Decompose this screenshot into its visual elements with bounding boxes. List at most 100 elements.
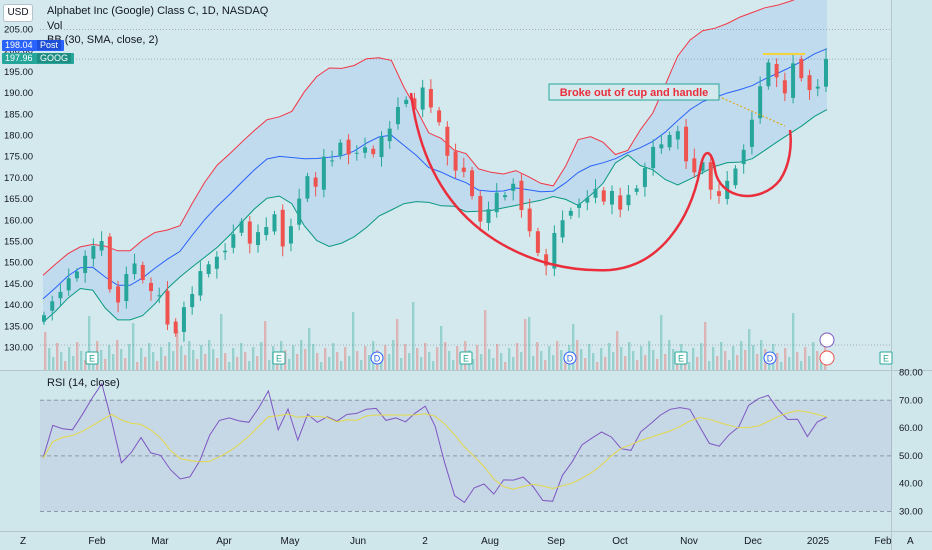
candle bbox=[642, 162, 647, 197]
rsi-tick-label: 40.00 bbox=[899, 479, 923, 490]
volume-bar bbox=[252, 347, 255, 370]
volume-bar bbox=[416, 348, 419, 370]
volume-bar bbox=[512, 357, 515, 370]
volume-bar bbox=[740, 341, 743, 370]
candle-body bbox=[149, 282, 154, 292]
volume-bar bbox=[756, 354, 759, 370]
candle bbox=[535, 227, 540, 257]
volume-bar bbox=[300, 340, 303, 370]
event-marker-label: D bbox=[567, 354, 574, 364]
candle bbox=[173, 318, 178, 337]
candle bbox=[774, 58, 779, 88]
candle-body bbox=[428, 88, 433, 108]
volume-bar bbox=[604, 357, 607, 370]
candle-body bbox=[502, 195, 507, 198]
volume-bar bbox=[484, 310, 487, 370]
candle bbox=[264, 217, 269, 241]
volume-bar bbox=[168, 342, 171, 370]
dividend-marker: D bbox=[370, 351, 384, 365]
volume-bar bbox=[724, 351, 727, 370]
volume-bar bbox=[360, 360, 363, 370]
rsi-tick-label: 70.00 bbox=[899, 395, 923, 406]
volume-bar bbox=[540, 351, 543, 370]
volume-bar bbox=[704, 322, 707, 370]
volume-bar bbox=[580, 349, 583, 370]
candle-body bbox=[552, 232, 557, 269]
post-price: 198.04 bbox=[5, 40, 33, 50]
volume-bar bbox=[204, 354, 207, 370]
candle-body bbox=[585, 197, 590, 203]
event-marker-label: E bbox=[276, 354, 282, 364]
volume-bar bbox=[696, 357, 699, 370]
candle bbox=[585, 190, 590, 211]
volume-bar bbox=[192, 350, 195, 370]
volume-bar bbox=[352, 312, 355, 370]
volume-bar bbox=[200, 345, 203, 370]
candle bbox=[782, 72, 787, 102]
candle-body bbox=[74, 271, 79, 279]
candle-body bbox=[354, 152, 359, 154]
volume-bar bbox=[420, 357, 423, 370]
candle-body bbox=[330, 160, 335, 162]
candle-body bbox=[494, 192, 499, 213]
x-tick-label: May bbox=[281, 536, 300, 547]
candle-body bbox=[280, 209, 285, 247]
volume-bar bbox=[220, 314, 223, 370]
corner-left-label: Z bbox=[20, 536, 26, 547]
candle bbox=[667, 131, 672, 151]
volume-bar bbox=[744, 350, 747, 370]
candle-body bbox=[231, 234, 236, 248]
volume-bar bbox=[52, 357, 55, 370]
bollinger-fill bbox=[43, 0, 827, 323]
candle-body bbox=[181, 307, 186, 332]
candle-body bbox=[157, 295, 162, 297]
volume-bar bbox=[776, 353, 779, 370]
rsi-panel bbox=[40, 382, 892, 512]
bollinger-upper bbox=[42, 0, 795, 276]
candle-body bbox=[799, 58, 804, 79]
candle-body bbox=[519, 180, 524, 211]
volume-bar bbox=[692, 348, 695, 370]
volume-bar bbox=[124, 358, 127, 370]
volume-bar bbox=[548, 346, 551, 370]
volume-bar bbox=[320, 362, 323, 370]
volume-bar bbox=[380, 359, 383, 370]
candle bbox=[692, 148, 697, 178]
volume-bar bbox=[748, 329, 751, 370]
volume-bar bbox=[112, 354, 115, 370]
volume-bar bbox=[152, 352, 155, 370]
volume-bar bbox=[448, 351, 451, 370]
volume-bar bbox=[412, 302, 415, 370]
candle-body bbox=[198, 271, 203, 296]
candle bbox=[675, 125, 680, 150]
price-tick-label: 185.00 bbox=[4, 109, 33, 120]
volume-bar bbox=[688, 362, 691, 370]
volume-bar bbox=[432, 361, 435, 370]
candle-body bbox=[634, 188, 639, 192]
volume-bar bbox=[120, 349, 123, 370]
candle-body bbox=[99, 241, 104, 251]
volume-bar bbox=[708, 361, 711, 370]
volume-bar bbox=[752, 345, 755, 370]
candle bbox=[527, 198, 532, 237]
volume-bar bbox=[800, 361, 803, 370]
candle-body bbox=[214, 256, 219, 269]
dividend-marker: D bbox=[563, 351, 577, 365]
candle-body bbox=[774, 63, 779, 78]
volume-bar bbox=[288, 359, 291, 370]
chart-title: Alphabet Inc (Google) Class C, 1D, NASDA… bbox=[47, 5, 269, 17]
candle-body bbox=[470, 170, 475, 197]
candle-body bbox=[346, 139, 351, 155]
settings-gear-icon bbox=[819, 332, 835, 348]
volume-bar bbox=[472, 359, 475, 370]
volume-bar bbox=[64, 361, 67, 370]
candle bbox=[305, 172, 310, 202]
price-tick-label: 165.00 bbox=[4, 194, 33, 205]
price-tick-label: 140.00 bbox=[4, 300, 33, 311]
currency-button[interactable]: USD bbox=[3, 4, 33, 22]
candles bbox=[42, 49, 828, 342]
volume-bar bbox=[368, 355, 371, 370]
earnings-marker-box bbox=[85, 351, 99, 365]
candle-body bbox=[733, 168, 738, 186]
